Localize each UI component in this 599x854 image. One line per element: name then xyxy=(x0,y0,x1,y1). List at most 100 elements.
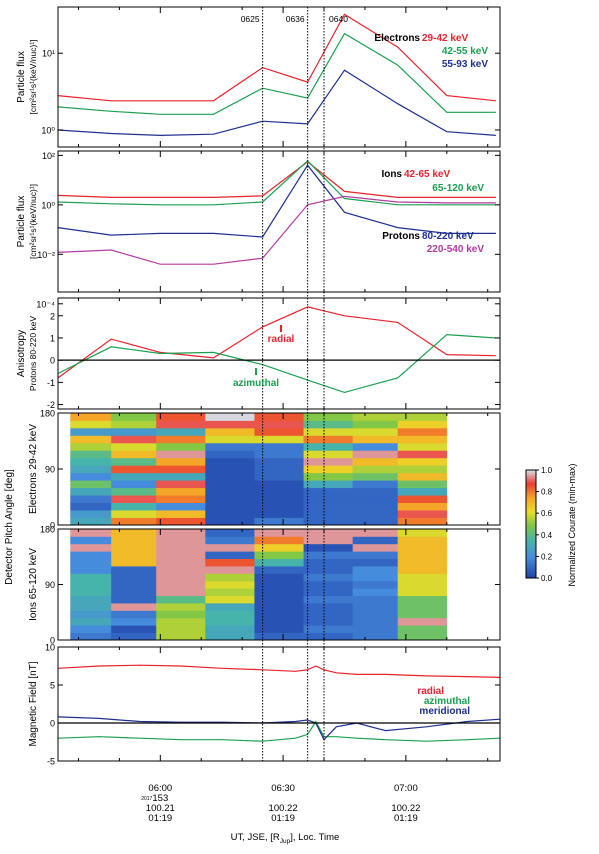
heatmap-cell xyxy=(111,588,157,596)
colorbar-segment xyxy=(526,574,536,577)
x-tick-label: 06:30 xyxy=(271,783,295,794)
x-tick-label: 153 xyxy=(152,793,168,804)
y-axis-label: [cm²sr¹s¹(keV/nuc)¹] xyxy=(28,39,38,114)
heatmap-cell xyxy=(352,529,399,537)
colorbar-segment xyxy=(526,491,536,494)
heatmap-cell xyxy=(70,580,112,589)
colorbar-segment xyxy=(526,527,536,530)
heatmap-cell xyxy=(254,510,304,518)
x-tick-label: 100.22 xyxy=(269,803,298,814)
heatmap-cell xyxy=(397,588,448,596)
heatmap-cell xyxy=(352,472,399,481)
heatmap-cell xyxy=(70,487,112,496)
heatmap-cell xyxy=(397,558,448,567)
heatmap-cell xyxy=(111,632,157,641)
heatmap-cell xyxy=(254,472,304,481)
panel-anisotropy: 2 1 0 -1 -2 Anisotropy Protons 80-220 keV xyxy=(16,297,501,410)
heatmap-cell xyxy=(352,632,399,641)
heatmap-cell xyxy=(254,450,304,459)
heatmap-cell xyxy=(303,595,354,604)
colorbar-segment xyxy=(526,547,536,550)
colorbar-tick-label: 0.2 xyxy=(541,552,553,561)
legend-entry: 80-220 keV xyxy=(422,231,474,242)
heatmap-cell xyxy=(70,495,112,503)
heatmap-cell xyxy=(70,480,112,489)
heatmap-cell xyxy=(70,617,112,626)
heatmap-cell xyxy=(303,413,354,421)
heatmap-cell xyxy=(352,558,399,567)
y-tick-label: 10⁰ xyxy=(41,125,55,135)
heatmap-cell xyxy=(156,450,206,459)
heatmap-cell xyxy=(205,420,255,429)
heatmap-cell xyxy=(352,480,399,489)
heatmap-cell xyxy=(397,495,448,503)
x-axis-title-sub: Jup xyxy=(280,838,291,845)
heatmap-cell xyxy=(70,625,112,633)
colorbar-segment xyxy=(526,480,536,484)
series-line-42-65-keV xyxy=(57,161,496,198)
heatmap-cell xyxy=(205,442,255,451)
heatmap-cell xyxy=(254,427,304,436)
heatmap-cell xyxy=(254,529,304,537)
heatmap-cell xyxy=(303,529,354,537)
x-tick-label: 100.21 xyxy=(146,803,175,814)
panel-ion-pad: 180 90 0 Ions 65-120 keV xyxy=(28,525,501,646)
colorbar-segment xyxy=(526,543,536,547)
heatmap-cell xyxy=(156,457,206,466)
panel-electrons: 10⁰ 10¹ Particle flux [cm²sr¹s¹(keV/nuc)¹] xyxy=(16,6,501,148)
heatmap-cell xyxy=(397,551,448,559)
colorbar-segment xyxy=(526,525,536,529)
colorbar-segment xyxy=(526,489,536,493)
heatmap-cell xyxy=(111,420,157,429)
colorbar-segment xyxy=(526,534,536,538)
y-axis-label: Ions 65-120 keV xyxy=(28,548,39,621)
heatmap-cell xyxy=(111,465,157,474)
heatmap-cell xyxy=(111,517,157,526)
series-line-radial xyxy=(57,306,496,379)
colorbar-segment xyxy=(526,497,536,500)
x-tick-label: 01:19 xyxy=(394,813,418,824)
heatmap-cell xyxy=(70,502,112,511)
colorbar-segment xyxy=(526,561,536,565)
heatmap-cell xyxy=(254,610,304,619)
heatmap-cell xyxy=(111,558,157,567)
heatmap-cell xyxy=(352,588,399,596)
heatmap-cell xyxy=(352,517,399,526)
heatmap-cell xyxy=(254,625,304,633)
heatmap-cell xyxy=(156,551,206,559)
y-tick-label: 1 xyxy=(50,333,55,343)
heatmap-cell xyxy=(303,472,354,481)
heatmap-cell xyxy=(156,573,206,582)
y-tick-label: -5 xyxy=(47,757,55,767)
heatmap-cell xyxy=(156,558,206,567)
heatmap-cell xyxy=(352,502,399,511)
heatmap-cell xyxy=(205,573,255,582)
colorbar-tick-label: 0.6 xyxy=(541,509,553,518)
heatmap-cell xyxy=(205,495,255,503)
heatmap-cell xyxy=(397,442,448,451)
legend-entry: 220-540 keV xyxy=(427,244,485,255)
heatmap-cell xyxy=(397,487,448,496)
colorbar-segment xyxy=(526,507,536,511)
colorbar-frame xyxy=(525,469,537,579)
y-tick-label: 0 xyxy=(50,636,55,646)
heatmap-cell xyxy=(397,517,448,526)
heatmap-cell xyxy=(254,566,304,574)
colorbar-segment xyxy=(526,549,536,552)
colorbar-segment xyxy=(526,473,536,476)
y-tick-label: 10⁻² xyxy=(37,250,55,260)
heatmap-cell xyxy=(254,413,304,421)
heatmap-cell xyxy=(156,617,206,626)
colorbar-segment xyxy=(526,511,536,514)
panel-frame xyxy=(57,297,501,410)
heatmap-cell xyxy=(111,573,157,582)
series-line-42-55-keV xyxy=(57,32,496,115)
field-legend: radial xyxy=(417,686,444,697)
heatmap-cell xyxy=(397,502,448,511)
heatmap-cell xyxy=(352,595,399,604)
colorbar-segment xyxy=(526,533,536,536)
y-tick-label: 10 xyxy=(45,643,55,653)
heatmap-cell xyxy=(397,529,448,537)
colorbar-segment xyxy=(526,570,536,574)
